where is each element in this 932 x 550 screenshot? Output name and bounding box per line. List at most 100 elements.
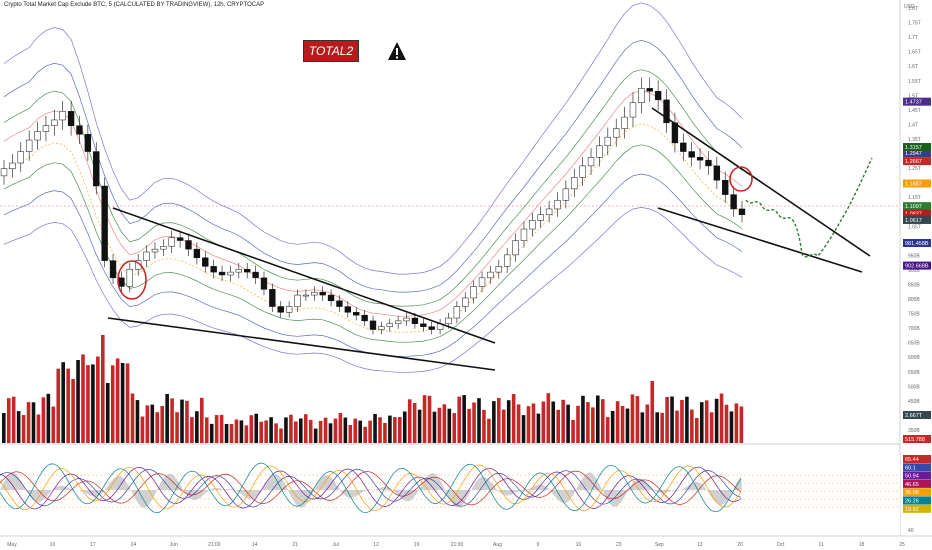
osc-line [0, 466, 742, 510]
candle-up [621, 116, 628, 129]
candle-down [738, 208, 746, 215]
osc-line [0, 470, 742, 506]
volume-bar [398, 417, 402, 443]
price-tick-label: 850B [908, 282, 920, 288]
candle-up [554, 200, 561, 210]
volume-bar [734, 403, 739, 443]
candle-up [520, 228, 528, 241]
volume-bar [101, 335, 105, 443]
volume-bar [21, 415, 26, 443]
volume-bar [195, 411, 199, 443]
price-tag-label: 1.2947 [905, 151, 922, 157]
osc-tag-bg [903, 455, 931, 463]
price-tick-label: 1.25T [908, 166, 921, 172]
volume-bar [640, 412, 645, 443]
volume-bar [363, 426, 367, 443]
osc-tag-label: 46.65 [905, 482, 919, 488]
candle-down [185, 240, 192, 250]
volume-bar [16, 411, 21, 443]
time-tick-label: 16 [576, 542, 582, 548]
price-tick-label: 1.65T [908, 50, 921, 56]
wedge2-lower-trendline[interactable] [657, 207, 863, 273]
oscillator-pane: 40 [0, 455, 914, 535]
volume-tags: 2.667T 515.788 [903, 411, 931, 443]
price-tag-label: 1.2667 [905, 159, 922, 165]
price-tags: 1.47371.29471.31571.26671.18871.10971.08… [903, 97, 931, 270]
volume-bar [299, 418, 303, 443]
volume-bar [323, 417, 328, 443]
price-tick-label: 600B [908, 355, 920, 361]
price-tag-label: 981.458B [905, 241, 929, 247]
candle-up [403, 317, 410, 322]
volume-bar [442, 404, 447, 443]
volume-bar [695, 417, 699, 443]
volume-bar [145, 405, 150, 443]
time-tick-label: 13 [697, 542, 703, 548]
candle-down [420, 323, 427, 327]
volume-bar [417, 409, 422, 443]
volume-bar [467, 408, 471, 443]
volume-bar [234, 419, 239, 443]
volume-bar [160, 405, 164, 443]
volume-bar [610, 410, 615, 443]
volume-bar [209, 423, 214, 443]
wedge2-upper-trendline[interactable] [651, 107, 871, 257]
volume-bar [56, 368, 61, 443]
candle-up [285, 306, 293, 313]
volume-bar [724, 404, 729, 443]
time-tick-label: 11 [818, 542, 823, 548]
candle-up [235, 268, 243, 273]
highlight-circle-right[interactable] [729, 166, 753, 192]
candle-down [101, 185, 108, 261]
price-axis-unit: USD [904, 4, 915, 10]
volume-bar [437, 407, 442, 443]
volume-bar [501, 409, 506, 443]
volume-bar [170, 398, 174, 443]
volume-bar [516, 404, 521, 443]
osc-line [0, 462, 742, 514]
candle-down [218, 271, 226, 276]
volume-bar [620, 406, 625, 443]
candle-down [202, 257, 209, 267]
volume-bar [462, 395, 466, 443]
volume-bar [66, 368, 70, 443]
volume-bar [709, 412, 714, 443]
wedge-upper-trendline[interactable] [112, 207, 496, 344]
candle-up [378, 326, 385, 330]
candle-up [151, 248, 159, 253]
wedge-lower-trendline[interactable] [107, 317, 496, 371]
volume-bar [135, 400, 140, 443]
volume-bar [130, 393, 135, 443]
candle-down [428, 326, 435, 330]
time-tick-label: 24 [131, 542, 137, 548]
volume-bar [407, 399, 412, 443]
price-tick-label: 750B [908, 312, 920, 318]
candle-down [411, 317, 419, 325]
volume-bar [185, 400, 189, 443]
price-tick-label: 950B [908, 253, 920, 259]
volume-bar [699, 402, 704, 443]
volume-bar [457, 396, 461, 443]
price-tick-label: 1.35T [908, 137, 921, 143]
price-tick-label: 350B [908, 428, 920, 434]
projection-path[interactable] [745, 157, 873, 258]
highlight-circle-left[interactable] [117, 260, 147, 300]
price-tag-bg [903, 215, 931, 224]
volume-bar [105, 382, 110, 443]
volume-bar [586, 402, 590, 443]
osc-line [0, 468, 742, 508]
volume-bar [91, 364, 95, 443]
candle-up [0, 168, 8, 177]
volume-bar [600, 399, 605, 443]
volume-bar [120, 363, 125, 443]
volume-bar [655, 412, 659, 443]
price-tag-label: 902.668B [905, 264, 929, 270]
osc-tag-label: 60.1 [905, 465, 916, 471]
volume-bar [739, 406, 744, 443]
volume-bar [427, 395, 432, 443]
candle-up [529, 220, 536, 230]
time-tick-label: 14 [252, 542, 258, 548]
candle-up [9, 162, 16, 170]
volume-bar [373, 413, 377, 443]
